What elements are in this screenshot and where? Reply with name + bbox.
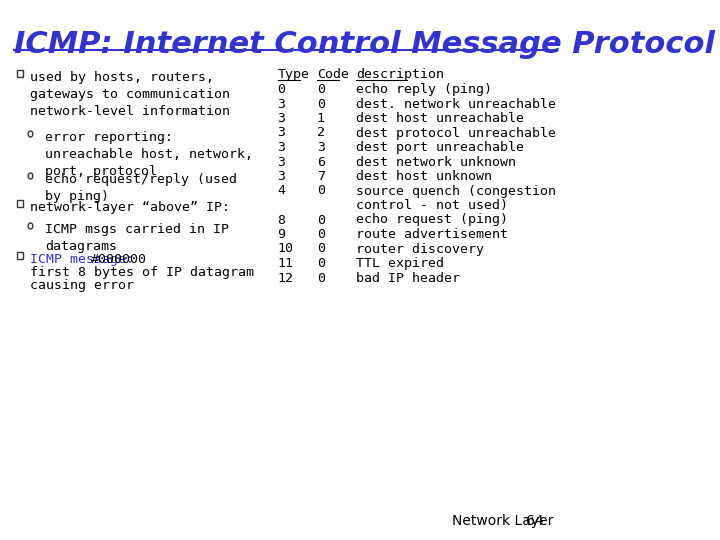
Text: dest host unreachable: dest host unreachable — [356, 112, 524, 125]
Text: 64: 64 — [526, 514, 543, 528]
Text: 0: 0 — [317, 98, 325, 111]
Text: 0: 0 — [278, 83, 286, 96]
Text: Type: Type — [278, 68, 310, 81]
Text: 3: 3 — [317, 141, 325, 154]
Text: #000000: #000000 — [91, 253, 147, 266]
Text: 10: 10 — [278, 242, 294, 255]
Text: 0: 0 — [317, 257, 325, 270]
Text: control - not used): control - not used) — [356, 199, 508, 212]
Circle shape — [28, 223, 33, 229]
Text: 3: 3 — [278, 112, 286, 125]
Text: echo request (ping): echo request (ping) — [356, 213, 508, 226]
Text: 2: 2 — [317, 126, 325, 139]
Text: 1: 1 — [317, 112, 325, 125]
Text: 3: 3 — [278, 170, 286, 183]
Text: description: description — [356, 68, 444, 81]
Text: 3: 3 — [278, 156, 286, 168]
Text: Code: Code — [317, 68, 348, 81]
Text: 0: 0 — [317, 242, 325, 255]
Text: first 8 bytes of IP datagram: first 8 bytes of IP datagram — [30, 266, 253, 279]
Text: 0: 0 — [317, 185, 325, 198]
Text: echo request/reply (used
by ping): echo request/reply (used by ping) — [45, 173, 238, 203]
Text: source quench (congestion: source quench (congestion — [356, 185, 556, 198]
Text: Network Layer: Network Layer — [452, 514, 554, 528]
Text: error reporting:
unreachable host, network,
port, protocol: error reporting: unreachable host, netwo… — [45, 131, 253, 178]
Text: 6: 6 — [317, 156, 325, 168]
Text: 0: 0 — [317, 272, 325, 285]
Bar — [17, 200, 22, 207]
Text: causing error: causing error — [30, 279, 134, 292]
Text: 3: 3 — [278, 141, 286, 154]
Circle shape — [28, 131, 33, 137]
Text: echo reply (ping): echo reply (ping) — [356, 83, 492, 96]
Text: 12: 12 — [278, 272, 294, 285]
Text: ICMP: Internet Control Message Protocol: ICMP: Internet Control Message Protocol — [14, 30, 715, 59]
Text: dest host unknown: dest host unknown — [356, 170, 492, 183]
Text: route advertisement: route advertisement — [356, 228, 508, 241]
Text: 0: 0 — [317, 228, 325, 241]
Text: 3: 3 — [278, 98, 286, 111]
Text: 4: 4 — [278, 185, 286, 198]
Text: network-layer “above” IP:: network-layer “above” IP: — [30, 201, 230, 214]
Text: 0: 0 — [317, 83, 325, 96]
Text: ICMP msgs carried in IP
datagrams: ICMP msgs carried in IP datagrams — [45, 223, 230, 253]
Text: dest. network unreachable: dest. network unreachable — [356, 98, 556, 111]
Text: 8: 8 — [278, 213, 286, 226]
Text: used by hosts, routers,
gateways to communication
network-level information: used by hosts, routers, gateways to comm… — [30, 71, 230, 118]
Text: bad IP header: bad IP header — [356, 272, 460, 285]
Text: 0: 0 — [317, 213, 325, 226]
Text: 7: 7 — [317, 170, 325, 183]
Bar — [17, 70, 22, 77]
Text: dest protocol unreachable: dest protocol unreachable — [356, 126, 556, 139]
Text: 11: 11 — [278, 257, 294, 270]
Circle shape — [28, 173, 33, 179]
Text: router discovery: router discovery — [356, 242, 484, 255]
Text: dest port unreachable: dest port unreachable — [356, 141, 524, 154]
Text: 9: 9 — [278, 228, 286, 241]
Text: ICMP message:: ICMP message: — [30, 253, 134, 266]
Bar — [17, 252, 22, 259]
Text: TTL expired: TTL expired — [356, 257, 444, 270]
Text: 3: 3 — [278, 126, 286, 139]
Text: dest network unknown: dest network unknown — [356, 156, 516, 168]
